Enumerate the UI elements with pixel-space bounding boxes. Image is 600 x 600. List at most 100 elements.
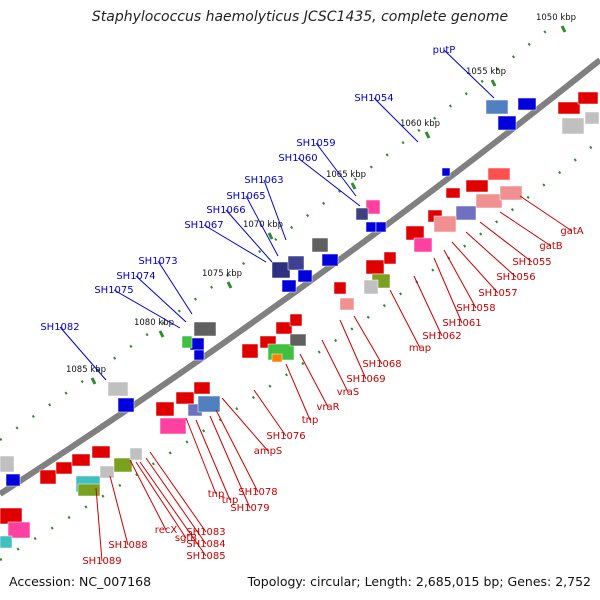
gene-feature <box>0 507 23 525</box>
inner-gene-leader <box>299 353 329 408</box>
inner-gene-label: SH1085 <box>186 551 225 562</box>
outer-gene-label: SH1065 <box>226 191 265 202</box>
gene-feature <box>355 207 369 221</box>
kbp-tick <box>490 79 497 87</box>
gene-feature <box>413 237 433 253</box>
outer-gene-leader <box>373 97 419 143</box>
inner-gene-leader <box>433 257 463 324</box>
gene-feature <box>271 353 283 363</box>
outer-gene-label: SH1073 <box>138 256 177 267</box>
gene-feature <box>485 99 509 115</box>
gene-feature <box>7 521 31 539</box>
gene-feature <box>365 199 381 215</box>
gene-feature <box>55 461 73 475</box>
outer-gene-leader <box>245 195 279 257</box>
kbp-label: 1060 kbp <box>400 119 440 129</box>
gene-feature <box>441 167 451 177</box>
inner-gene-label: gatB <box>539 241 562 252</box>
inner-gene-leader <box>145 457 207 545</box>
inner-gene-label: SH1068 <box>362 359 401 370</box>
inner-gene-label: recX <box>155 525 178 536</box>
gene-feature <box>289 333 307 347</box>
inner-gene-leader <box>109 475 129 546</box>
gene-feature <box>433 215 457 233</box>
inner-dot-track <box>0 139 600 562</box>
gene-feature <box>129 447 143 461</box>
inner-gene-label: SH1078 <box>238 487 277 498</box>
kbp-tick <box>158 330 165 338</box>
inner-gene-label: SH1058 <box>456 303 495 314</box>
gene-feature <box>487 167 511 181</box>
accession-text: Accession: NC_007168 <box>9 574 152 589</box>
gene-feature <box>363 279 379 295</box>
gene-feature <box>287 255 305 271</box>
inner-gene-leader <box>465 231 517 278</box>
outer-gene-leader <box>59 326 107 381</box>
gene-feature <box>71 453 91 467</box>
inner-gene-label: tnp <box>302 415 319 426</box>
outer-gene-label: SH1060 <box>278 153 317 164</box>
gene-feature <box>159 417 187 435</box>
inner-gene-leader <box>139 461 207 557</box>
kbp-ticks: 1050 kbp 1055 kbp 1060 kbp 1065 kbp 1070 kbp… <box>0 13 600 562</box>
gene-feature <box>557 101 581 115</box>
kbp-tick <box>424 131 431 139</box>
gene-feature <box>77 483 101 497</box>
outer-gene-leader <box>443 49 495 99</box>
inner-gene-label: tnp <box>222 495 239 506</box>
gene-feature <box>107 381 129 397</box>
inner-gene-leader <box>499 211 552 247</box>
gene-feature <box>289 313 303 327</box>
gene-feature <box>281 279 297 293</box>
kbp-label: 1050 kbp <box>536 13 576 23</box>
gene-feature <box>365 221 377 233</box>
outer-gene-label: SH1082 <box>40 322 79 333</box>
gene-labels: putP SH1054 SH1059 SH1060 SH1063 SH1065 SH1066… <box>40 45 583 567</box>
gene-feature <box>0 455 15 473</box>
inner-gene-leader <box>285 363 311 421</box>
inner-gene-leader <box>195 419 231 501</box>
gene-feature <box>193 321 217 337</box>
gene-feature <box>584 111 600 125</box>
gene-features <box>0 91 600 549</box>
outer-gene-leader <box>113 289 181 329</box>
inner-gene-leader <box>215 409 259 493</box>
kbp-label: 1055 kbp <box>466 67 506 77</box>
kbp-tick <box>90 377 97 385</box>
inner-gene-leader <box>519 195 573 232</box>
inner-gene-label: sgtB <box>175 533 197 544</box>
outer-dot-track <box>0 19 561 442</box>
outer-gene-leader <box>315 142 357 197</box>
inner-gene-label: SH1083 <box>186 527 225 538</box>
inner-gene-label: SH1089 <box>82 556 121 567</box>
inner-gene-leader <box>413 275 443 337</box>
gene-feature <box>0 535 13 549</box>
outer-gene-label: SH1067 <box>184 220 223 231</box>
gene-feature <box>241 343 259 359</box>
kbp-tick <box>226 281 233 289</box>
gene-feature <box>365 259 385 275</box>
kbp-label: 1080 kbp <box>134 318 174 328</box>
gene-feature <box>117 397 135 413</box>
kbp-tick <box>267 232 274 240</box>
kbp-tick <box>560 25 567 33</box>
inner-gene-leader <box>95 487 103 562</box>
inner-gene-label: gatA <box>560 226 583 237</box>
gene-feature <box>175 391 195 405</box>
inner-gene-label: SH1079 <box>230 503 269 514</box>
gene-feature <box>561 117 585 135</box>
gene-feature <box>499 185 523 201</box>
inner-gene-label: SH1076 <box>266 431 305 442</box>
gene-feature <box>91 445 111 459</box>
inner-gene-label: vraS <box>337 387 360 398</box>
outer-gene-leader <box>157 260 193 315</box>
gene-feature <box>155 401 175 417</box>
gene-feature <box>455 205 477 221</box>
gene-feature <box>517 97 537 111</box>
gene-feature <box>577 91 599 105</box>
label-leader-lines <box>59 49 573 562</box>
gene-feature <box>311 237 329 253</box>
inner-gene-leader <box>339 319 367 380</box>
outer-gene-label: SH1059 <box>296 138 335 149</box>
gene-feature <box>333 281 347 295</box>
